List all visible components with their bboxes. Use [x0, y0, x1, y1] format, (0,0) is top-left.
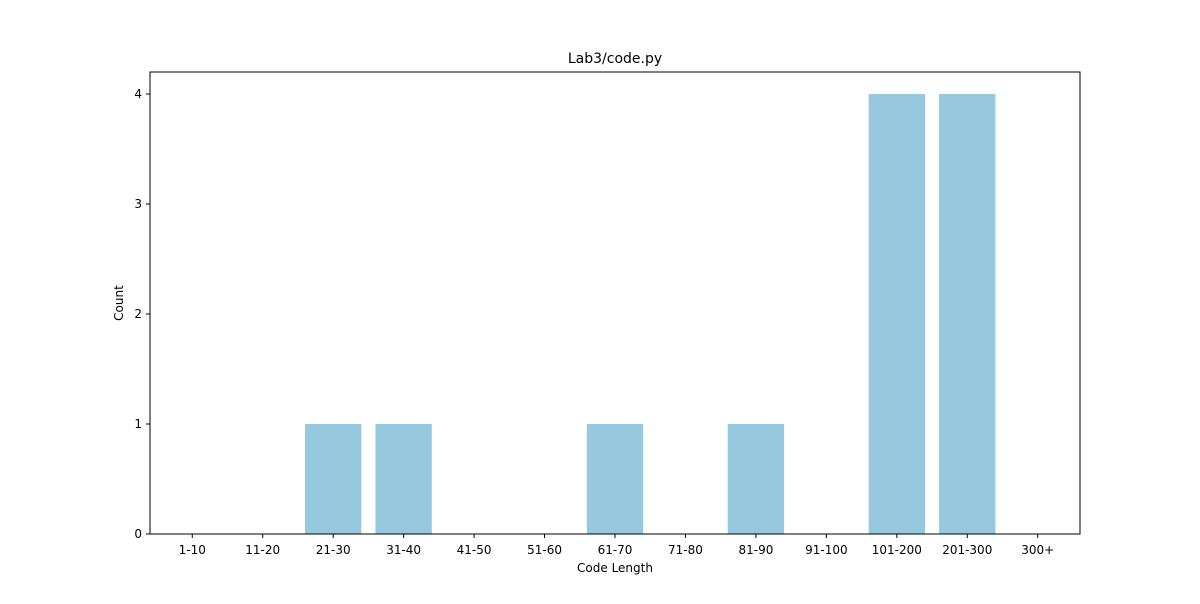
- y-axis-label: Count: [112, 285, 126, 321]
- x-tick-label: 31-40: [386, 543, 421, 557]
- bar-series: [305, 94, 996, 534]
- x-tick-label: 21-30: [316, 543, 351, 557]
- x-tick-label: 81-90: [738, 543, 773, 557]
- bar-201-300: [939, 94, 996, 534]
- bar-31-40: [375, 424, 432, 534]
- y-tick-label: 2: [134, 307, 142, 321]
- x-tick-label: 61-70: [598, 543, 633, 557]
- bar-101-200: [868, 94, 925, 534]
- y-axis-ticks: 0 1 2 3 4: [134, 87, 150, 541]
- x-tick-label: 1-10: [179, 543, 206, 557]
- y-tick-label: 3: [134, 197, 142, 211]
- plot-frame: [149, 71, 1081, 535]
- bar-61-70: [586, 424, 644, 534]
- y-tick-label: 4: [134, 87, 142, 101]
- x-tick-label: 201-300: [942, 543, 992, 557]
- x-tick-label: 11-20: [245, 543, 280, 557]
- x-axis-ticks: 1-10 11-20 21-30 31-40 41-50 51-60 61-70 71-80 8…: [179, 534, 1054, 557]
- bar-81-90: [727, 424, 785, 534]
- x-tick-label: 300+: [1021, 543, 1054, 557]
- chart-title: Lab3/code.py: [568, 51, 662, 67]
- x-tick-label: 101-200: [872, 543, 922, 557]
- x-tick-label: 41-50: [457, 543, 492, 557]
- bar-21-30: [305, 424, 362, 534]
- x-axis-label: Code Length: [577, 561, 653, 575]
- x-tick-label: 51-60: [527, 543, 562, 557]
- x-tick-label: 91-100: [805, 543, 848, 557]
- x-tick-label: 71-80: [668, 543, 703, 557]
- y-tick-label: 0: [134, 527, 142, 541]
- y-tick-label: 1: [134, 417, 142, 431]
